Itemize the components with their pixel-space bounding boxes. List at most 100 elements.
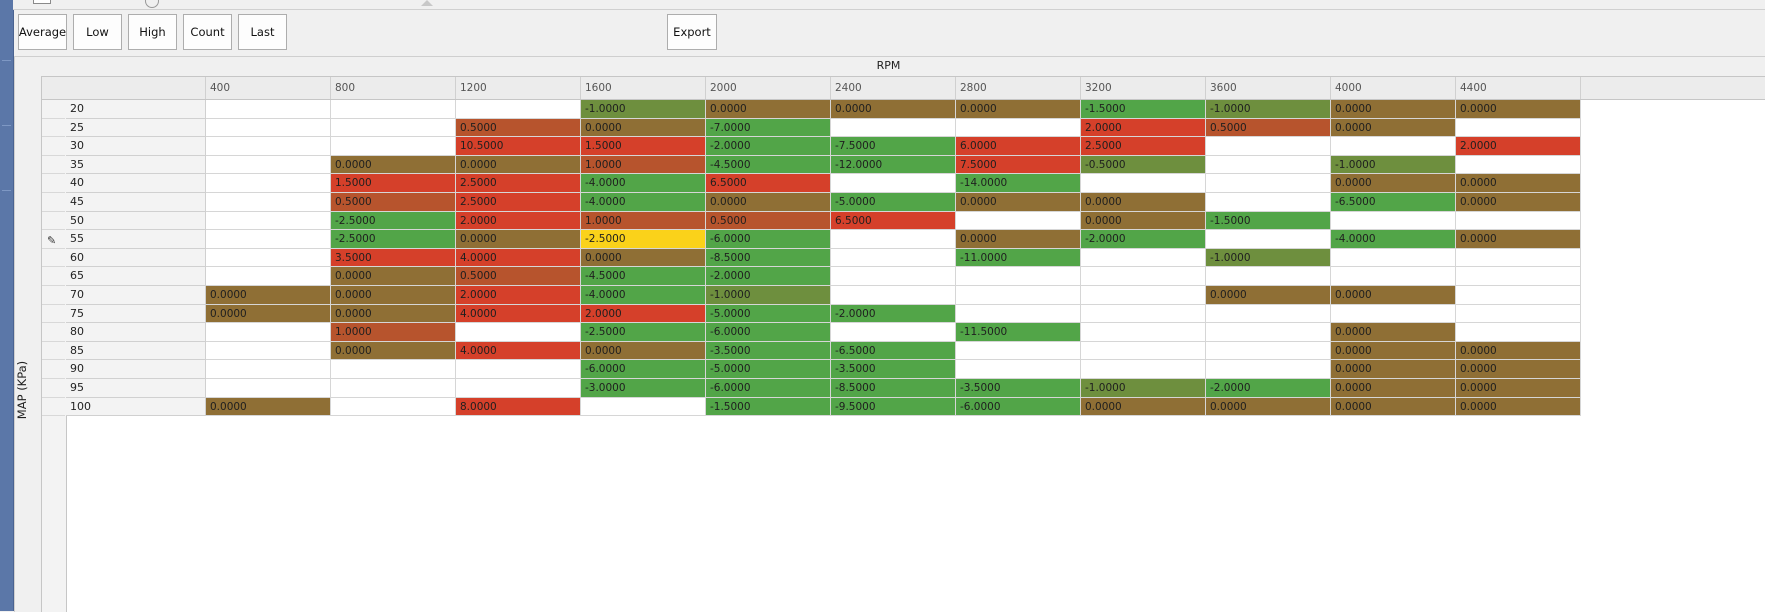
table-cell[interactable]: 0.0000 [1456, 397, 1581, 417]
table-cell[interactable] [1081, 360, 1206, 379]
table-cell[interactable]: 0.0000 [1331, 360, 1456, 379]
row-selector[interactable] [42, 360, 65, 379]
table-cell[interactable]: 0.0000 [1456, 341, 1581, 361]
row-selector[interactable] [42, 267, 65, 286]
table-cell[interactable] [1456, 211, 1581, 231]
table-cell[interactable]: 2.0000 [456, 286, 581, 305]
table-cell[interactable] [831, 248, 956, 268]
table-cell[interactable]: 8.0000 [456, 397, 581, 417]
table-cell[interactable]: -3.5000 [706, 341, 831, 361]
rpm-column-header[interactable]: 1200 [456, 77, 581, 99]
last-button[interactable]: Last [238, 14, 287, 50]
table-cell[interactable]: -2.5000 [581, 323, 706, 342]
table-cell[interactable] [206, 341, 331, 361]
table-cell[interactable] [1081, 248, 1206, 268]
table-cell[interactable]: 0.0000 [1331, 397, 1456, 417]
table-cell[interactable]: -3.5000 [831, 360, 956, 379]
table-cell[interactable] [456, 100, 581, 119]
row-selector[interactable] [42, 174, 65, 193]
row-selector[interactable] [42, 379, 65, 398]
table-cell[interactable]: 0.0000 [1081, 211, 1206, 231]
table-cell[interactable] [331, 360, 456, 379]
table-cell[interactable]: 0.0000 [706, 193, 831, 212]
document-icon[interactable] [33, 0, 51, 4]
table-cell[interactable] [1331, 267, 1456, 286]
table-cell[interactable]: -2.5000 [331, 211, 456, 231]
table-cell[interactable] [1081, 174, 1206, 193]
table-cell[interactable] [1206, 323, 1331, 342]
table-cell[interactable]: 2.0000 [456, 211, 581, 231]
row-selector[interactable] [42, 100, 65, 119]
table-cell[interactable]: 2.0000 [1081, 118, 1206, 138]
table-cell[interactable] [331, 118, 456, 138]
table-cell[interactable] [1331, 137, 1456, 156]
table-cell[interactable]: 0.0000 [331, 155, 456, 175]
table-cell[interactable] [206, 118, 331, 138]
table-cell[interactable]: -4.0000 [581, 286, 706, 305]
table-cell[interactable]: 0.5000 [1206, 118, 1331, 138]
table-cell[interactable]: 0.0000 [206, 397, 331, 417]
table-cell[interactable]: 0.5000 [706, 211, 831, 231]
row-selector[interactable] [42, 156, 65, 175]
table-cell[interactable]: -1.0000 [706, 286, 831, 305]
table-cell[interactable]: 0.0000 [331, 286, 456, 305]
table-cell[interactable]: 0.0000 [831, 100, 956, 119]
table-cell[interactable] [206, 323, 331, 342]
table-cell[interactable]: -6.5000 [831, 341, 956, 361]
table-cell[interactable] [956, 267, 1081, 286]
table-cell[interactable] [206, 230, 331, 249]
table-cell[interactable] [331, 379, 456, 398]
table-cell[interactable]: -1.0000 [581, 100, 706, 119]
table-cell[interactable] [331, 137, 456, 156]
table-cell[interactable] [1081, 341, 1206, 361]
table-cell[interactable] [456, 323, 581, 342]
table-cell[interactable]: 1.0000 [581, 155, 706, 175]
table-cell[interactable]: 2.5000 [456, 174, 581, 193]
table-cell[interactable]: 0.5000 [331, 193, 456, 212]
table-cell[interactable] [1081, 286, 1206, 305]
table-cell[interactable]: 0.0000 [956, 230, 1081, 249]
row-selector[interactable] [42, 212, 65, 231]
table-cell[interactable]: 0.0000 [331, 304, 456, 324]
table-cell[interactable]: -11.0000 [956, 248, 1081, 268]
table-cell[interactable]: 0.0000 [1456, 193, 1581, 212]
table-cell[interactable]: 0.0000 [1456, 360, 1581, 379]
rpm-column-header[interactable]: 4000 [1331, 77, 1456, 99]
table-cell[interactable] [1456, 323, 1581, 342]
table-cell[interactable]: -11.5000 [956, 323, 1081, 342]
table-cell[interactable]: -7.5000 [831, 137, 956, 156]
table-cell[interactable]: -0.5000 [1081, 155, 1206, 175]
table-cell[interactable] [1206, 304, 1331, 324]
table-cell[interactable] [206, 100, 331, 119]
row-selector[interactable] [42, 286, 65, 305]
table-cell[interactable]: -2.0000 [1206, 379, 1331, 398]
table-cell[interactable]: -1.5000 [706, 397, 831, 417]
rpm-column-header[interactable]: 800 [331, 77, 456, 99]
table-cell[interactable]: 0.0000 [581, 118, 706, 138]
table-cell[interactable] [1206, 137, 1331, 156]
table-cell[interactable] [956, 341, 1081, 361]
table-cell[interactable] [1206, 230, 1331, 249]
table-cell[interactable]: 2.0000 [581, 304, 706, 324]
table-cell[interactable]: -6.0000 [706, 323, 831, 342]
table-cell[interactable] [1331, 304, 1456, 324]
table-cell[interactable]: 0.0000 [1331, 286, 1456, 305]
table-cell[interactable]: -2.0000 [831, 304, 956, 324]
table-cell[interactable] [206, 137, 331, 156]
table-cell[interactable] [1206, 360, 1331, 379]
table-cell[interactable] [581, 397, 706, 417]
rpm-column-header[interactable]: 2000 [706, 77, 831, 99]
row-selector[interactable] [42, 249, 65, 268]
table-cell[interactable] [956, 211, 1081, 231]
table-cell[interactable]: 0.0000 [331, 341, 456, 361]
table-cell[interactable]: 0.0000 [1081, 193, 1206, 212]
table-cell[interactable]: 0.5000 [456, 118, 581, 138]
row-selector[interactable] [42, 119, 65, 138]
row-selector[interactable]: ✎ [42, 230, 65, 249]
count-button[interactable]: Count [183, 14, 232, 50]
table-cell[interactable] [831, 174, 956, 193]
table-cell[interactable]: -6.0000 [581, 360, 706, 379]
row-selector[interactable] [42, 342, 65, 361]
table-cell[interactable]: 2.0000 [1456, 137, 1581, 156]
table-cell[interactable]: 6.5000 [831, 211, 956, 231]
